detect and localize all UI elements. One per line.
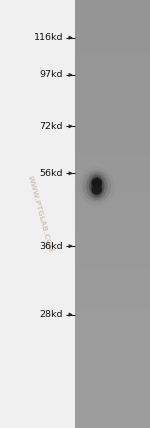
Bar [75, 380, 150, 385]
Bar [75, 54, 150, 59]
Text: 28kd: 28kd [39, 310, 63, 319]
Bar [75, 75, 150, 80]
Bar [75, 59, 150, 64]
Bar [75, 385, 150, 390]
Bar [75, 43, 150, 48]
Bar [75, 145, 150, 150]
Bar [75, 11, 150, 16]
Bar [75, 171, 150, 176]
Bar [75, 6, 150, 11]
Bar [75, 241, 150, 246]
Bar [75, 342, 150, 348]
Bar [75, 134, 150, 139]
Bar [75, 235, 150, 241]
Bar [75, 139, 150, 145]
Bar [75, 401, 150, 407]
Bar [75, 225, 150, 230]
Bar [75, 203, 150, 209]
Bar [75, 107, 150, 112]
Bar [75, 353, 150, 359]
Bar [75, 96, 150, 102]
Bar [75, 166, 150, 171]
Bar [75, 187, 150, 193]
Bar [75, 193, 150, 198]
Bar [75, 332, 150, 337]
Bar [75, 364, 150, 369]
Bar [75, 102, 150, 107]
Bar [75, 278, 150, 283]
Ellipse shape [91, 178, 102, 188]
Bar [75, 123, 150, 128]
Bar [75, 198, 150, 203]
Bar [75, 348, 150, 353]
Text: 116kd: 116kd [33, 33, 63, 42]
Bar [75, 369, 150, 374]
Text: WWW.PTGLAB.COM: WWW.PTGLAB.COM [27, 175, 54, 253]
Bar [75, 396, 150, 401]
Bar [75, 64, 150, 70]
Bar [75, 252, 150, 257]
Bar [75, 214, 150, 219]
Bar [75, 412, 150, 417]
Bar [75, 177, 150, 182]
Ellipse shape [79, 167, 115, 205]
Bar [75, 230, 150, 235]
Bar [75, 150, 150, 155]
Bar [75, 294, 150, 300]
Bar [75, 423, 150, 428]
Bar [75, 128, 150, 134]
Bar [75, 21, 150, 27]
Ellipse shape [91, 177, 102, 195]
Bar [75, 273, 150, 278]
Bar [75, 316, 150, 321]
Bar [75, 407, 150, 412]
Bar [75, 48, 150, 54]
Bar [75, 182, 150, 187]
Text: 56kd: 56kd [39, 169, 63, 178]
Bar [75, 284, 150, 289]
Bar [75, 305, 150, 310]
Bar [75, 160, 150, 166]
Ellipse shape [93, 180, 101, 193]
Bar [75, 16, 150, 21]
Bar [75, 321, 150, 327]
Bar [75, 246, 150, 252]
Bar [75, 220, 150, 225]
Bar [75, 113, 150, 118]
Ellipse shape [91, 184, 102, 195]
Bar [75, 0, 150, 5]
Text: 97kd: 97kd [39, 70, 63, 80]
Bar [75, 70, 150, 75]
Bar [75, 0, 150, 428]
Bar [75, 359, 150, 364]
Bar [75, 27, 150, 32]
Text: 36kd: 36kd [39, 241, 63, 251]
Bar [75, 300, 150, 305]
Bar [75, 32, 150, 38]
Bar [75, 86, 150, 91]
Bar [75, 268, 150, 273]
Bar [75, 209, 150, 214]
Ellipse shape [82, 170, 111, 202]
Bar [75, 257, 150, 262]
Bar [75, 262, 150, 268]
Bar [75, 310, 150, 316]
Bar [75, 326, 150, 332]
Ellipse shape [86, 172, 107, 200]
Bar [75, 390, 150, 396]
Bar [75, 91, 150, 96]
Ellipse shape [89, 175, 105, 197]
Bar [75, 155, 150, 160]
Text: 72kd: 72kd [39, 122, 63, 131]
Bar [75, 118, 150, 123]
Bar [75, 289, 150, 294]
Bar [75, 38, 150, 43]
Bar [75, 337, 150, 342]
Bar [75, 417, 150, 423]
Bar [75, 80, 150, 86]
Bar [75, 374, 150, 380]
